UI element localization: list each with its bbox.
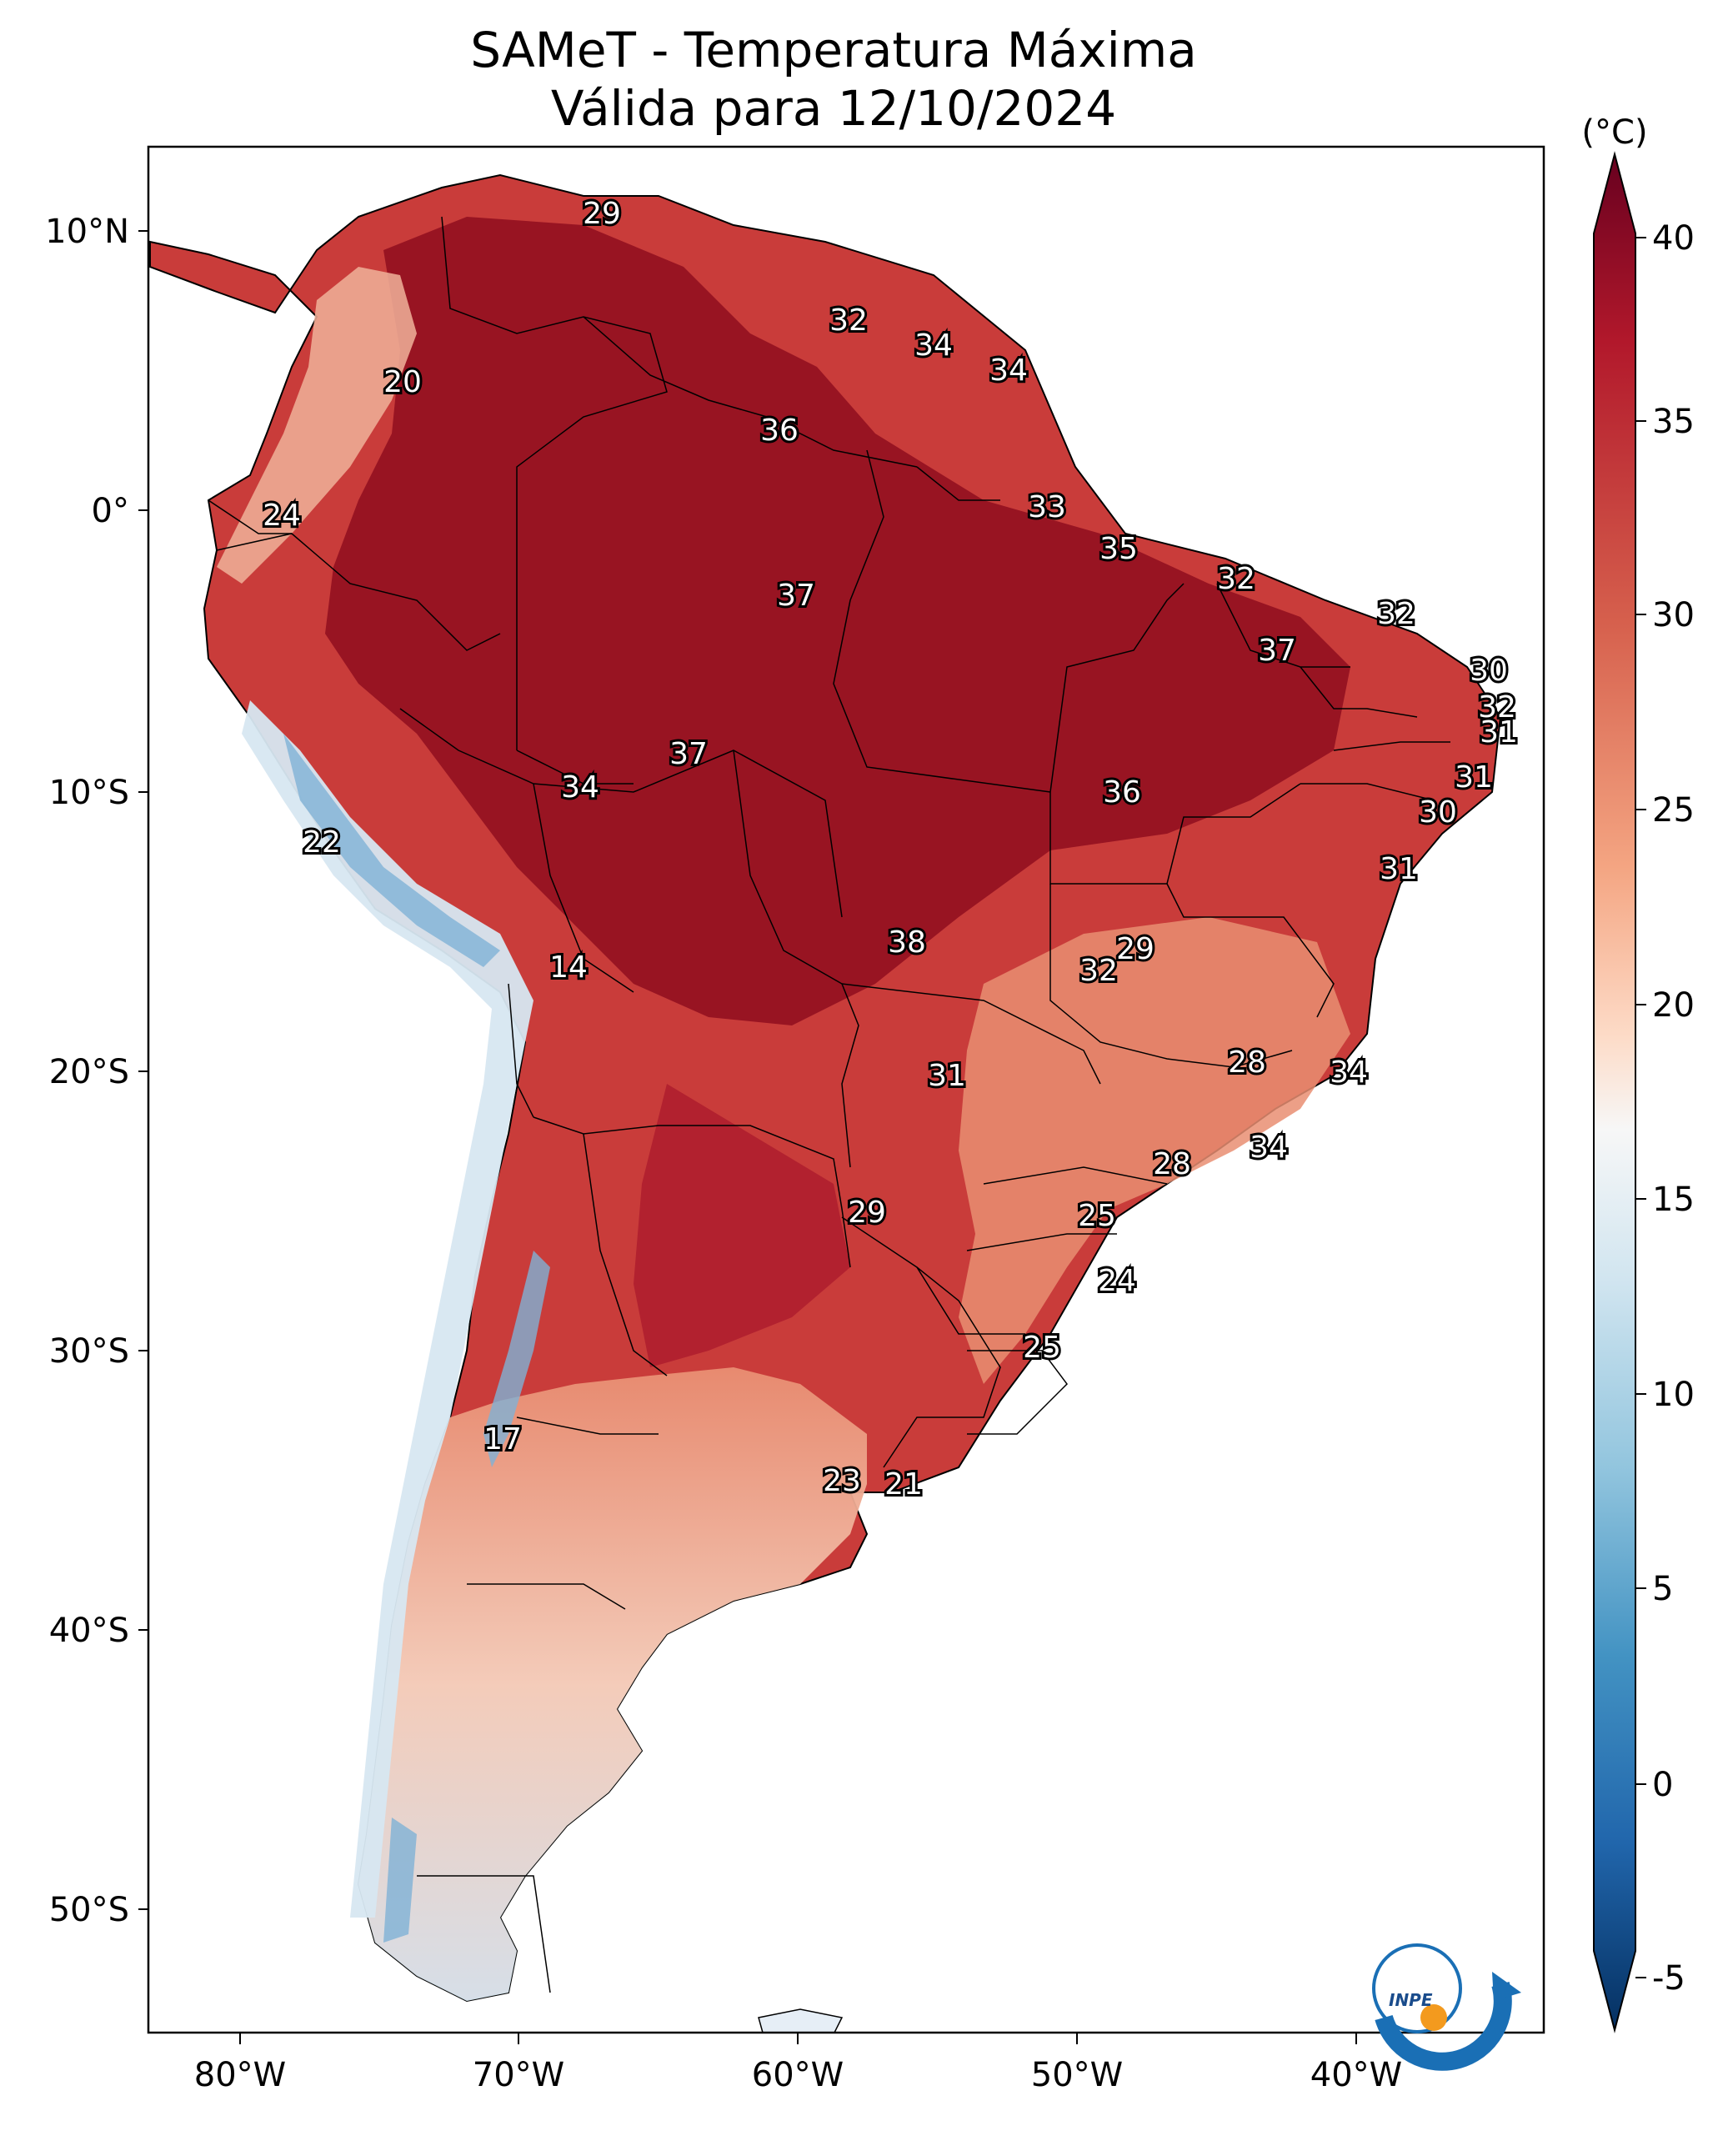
country-borders — [208, 216, 1450, 1993]
colombia-andes-region — [217, 267, 417, 584]
value-label: 34 — [989, 353, 1028, 388]
value-label: 36 — [760, 414, 799, 448]
colorbar-tick-label: 10 — [1652, 1376, 1695, 1414]
lon-tick-label: 70°W — [473, 2056, 564, 2094]
lon-tick-label: 80°W — [194, 2056, 286, 2094]
colorbar-tick-label: 5 — [1652, 1570, 1673, 1608]
colorbar-body — [1593, 151, 1636, 2033]
lat-axis: 10°N 0° 10°S 20°S 30°S 40°S 50°S — [45, 213, 148, 1929]
value-label: 29 — [848, 1196, 886, 1230]
value-label: 34 — [561, 770, 599, 805]
colorbar: (°C) 40 35 30 25 20 15 10 5 0 -5 — [1581, 113, 1695, 2033]
lon-tick-label: 50°W — [1031, 2056, 1123, 2094]
map-frame — [147, 145, 1545, 2034]
value-label: 24 — [263, 499, 301, 533]
map-title-line2: Válida para 12/10/2024 — [551, 80, 1116, 137]
value-label: 32 — [1079, 954, 1118, 988]
value-label: 37 — [777, 579, 815, 613]
colorbar-tick-label: 15 — [1652, 1181, 1695, 1219]
value-label: 28 — [1228, 1045, 1266, 1080]
value-label: 34 — [914, 328, 953, 363]
value-label: 21 — [884, 1467, 923, 1502]
lat-tick-label: 10°S — [49, 774, 129, 812]
inpe-logo-text: INPE — [1389, 1990, 1433, 2010]
lon-tick-label: 40°W — [1310, 2056, 1402, 2094]
value-label: 22 — [303, 825, 341, 860]
value-label: 32 — [1377, 597, 1415, 631]
lat-tick-label: 20°S — [49, 1053, 129, 1091]
value-label: 28 — [1153, 1147, 1191, 1181]
value-label: 38 — [888, 925, 926, 960]
value-label: 24 — [1098, 1264, 1136, 1298]
value-label: 30 — [1470, 654, 1508, 688]
value-label: 36 — [1103, 775, 1141, 810]
colorbar-tick-label: 20 — [1652, 986, 1695, 1025]
chaco-region — [634, 1084, 850, 1367]
value-label: 23 — [823, 1464, 861, 1498]
colorbar-tick-label: 35 — [1652, 403, 1695, 441]
value-label: 31 — [1455, 760, 1493, 795]
value-label: 37 — [1258, 634, 1296, 668]
southern-cone-region — [358, 1367, 867, 2001]
southeast-region — [959, 917, 1350, 1384]
colorbar-unit-label: (°C) — [1581, 113, 1647, 152]
inpe-logo: INPE — [1372, 1943, 1521, 2071]
value-label: 34 — [1250, 1131, 1288, 1165]
value-label: 31 — [1380, 852, 1418, 886]
value-label: 34 — [1330, 1055, 1368, 1090]
value-label: 29 — [583, 197, 621, 231]
value-label: 32 — [1217, 562, 1255, 596]
value-label: 17 — [483, 1422, 522, 1457]
colorbar-tick-label: 25 — [1652, 791, 1695, 830]
lat-tick-label: 30°S — [49, 1332, 129, 1371]
value-label: 31 — [928, 1059, 966, 1093]
colorbar-tick-label: 30 — [1652, 596, 1695, 634]
map-title-line1: SAMeT - Temperatura Máxima — [470, 22, 1197, 78]
lat-tick-label: 50°S — [49, 1891, 129, 1929]
lat-tick-label: 10°N — [45, 213, 129, 251]
falklands-shape — [758, 2008, 844, 2033]
value-label: 35 — [1099, 532, 1138, 566]
lon-axis: 80°W 70°W 60°W 50°W 40°W — [194, 2033, 1402, 2094]
value-label: 14 — [549, 950, 588, 985]
value-label: 32 — [1478, 690, 1516, 725]
value-label: 32 — [829, 303, 868, 338]
value-label: 25 — [1023, 1331, 1061, 1365]
value-label: 25 — [1078, 1199, 1116, 1233]
map-area — [148, 147, 1544, 2033]
colorbar-tick-label: 40 — [1652, 219, 1695, 258]
andes-cold-region — [242, 700, 533, 1918]
value-label: 31 — [1480, 715, 1518, 750]
lon-tick-label: 60°W — [752, 2056, 844, 2094]
value-label: 29 — [1116, 932, 1155, 966]
value-label: 30 — [1419, 795, 1457, 830]
lat-tick-label: 40°S — [49, 1612, 129, 1650]
value-label: 20 — [383, 365, 422, 399]
value-label: 33 — [1028, 490, 1066, 524]
lat-tick-label: 0° — [92, 492, 129, 530]
value-label: 37 — [669, 737, 708, 771]
value-labels: 29 32 34 34 20 36 24 33 35 32 37 32 37 3… — [260, 194, 1520, 1504]
colorbar-tick-label: 0 — [1652, 1766, 1673, 1804]
colorbar-tick-label: -5 — [1652, 1959, 1685, 1998]
